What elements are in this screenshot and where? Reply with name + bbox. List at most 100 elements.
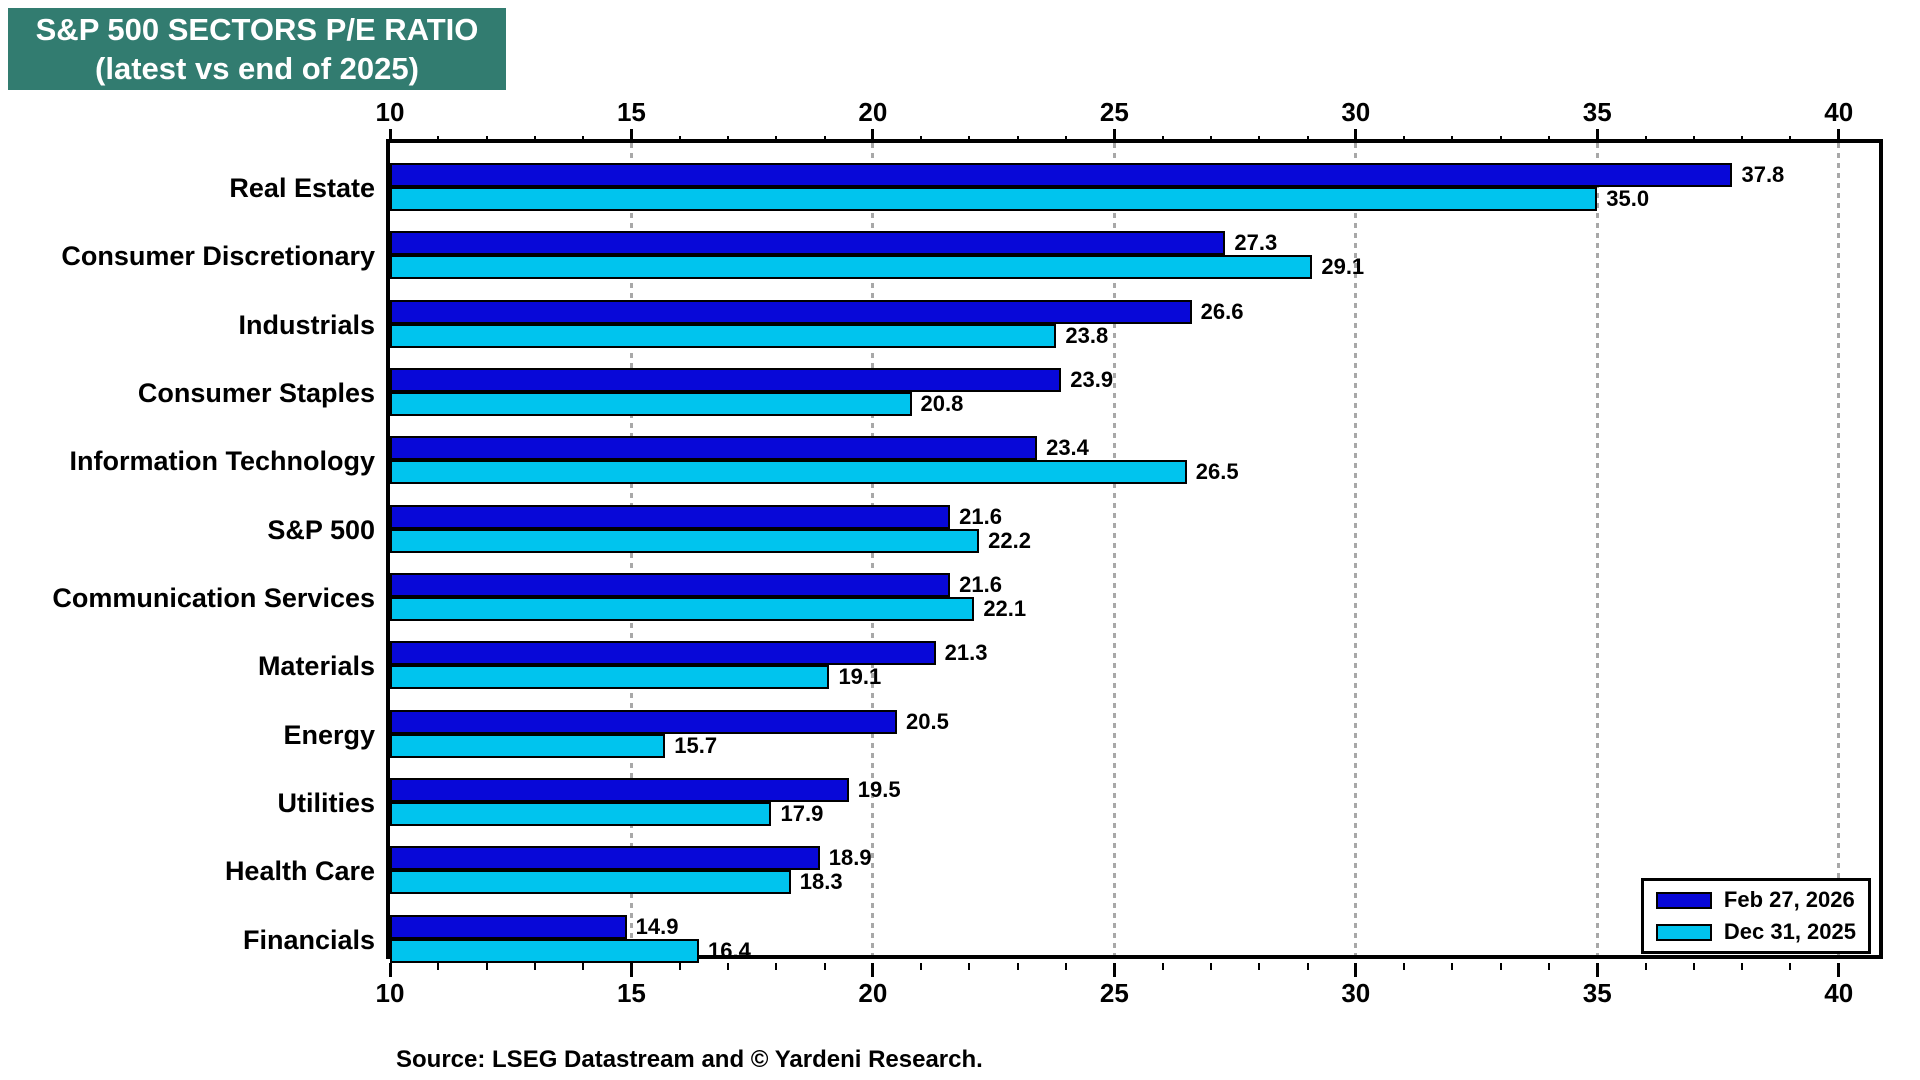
- legend-item: Dec 31, 2025: [1655, 919, 1856, 945]
- x-tick-label: 15: [616, 97, 646, 127]
- major-tick: [1837, 963, 1841, 977]
- minor-tick: [727, 963, 730, 970]
- bar-value-label: 23.4: [1046, 435, 1089, 461]
- bar: [390, 368, 1062, 392]
- bar-value-label: 17.9: [780, 801, 824, 826]
- minor-tick: [1161, 963, 1164, 970]
- category-label: Communication Services: [52, 583, 375, 613]
- category-label: Energy: [283, 719, 375, 750]
- major-tick: [871, 129, 875, 143]
- legend-item: Feb 27, 2026: [1655, 887, 1856, 913]
- bar: [390, 187, 1598, 211]
- bar-value-label: 22.2: [988, 527, 1031, 553]
- category-axis: Real Estate Consumer Discretionary Industr…: [0, 143, 375, 963]
- category-label: Consumer Discretionary: [61, 241, 375, 272]
- bar-value-label: 37.8: [1741, 162, 1785, 187]
- gridline: [1837, 143, 1841, 955]
- minor-tick: [920, 963, 923, 970]
- bar-value-label: 14.9: [635, 913, 679, 939]
- major-tick: [1595, 963, 1599, 977]
- legend-label: Feb 27, 2026: [1723, 887, 1855, 912]
- category-label: Materials: [257, 651, 375, 682]
- x-tick-label: 10: [375, 978, 405, 1008]
- x-axis-top: 10 15 20 25 30 35 40: [376, 0, 1887, 143]
- major-tick: [1354, 129, 1358, 143]
- bar: [390, 231, 1226, 256]
- x-tick-label: 30: [1341, 978, 1371, 1008]
- bar-value-label: 26.5: [1195, 459, 1239, 485]
- category-label: Real Estate: [229, 173, 375, 203]
- bar: [390, 665, 830, 690]
- minor-tick: [1065, 963, 1068, 970]
- bar: [390, 778, 849, 802]
- bar-value-label: 19.5: [857, 777, 901, 802]
- major-tick: [388, 963, 392, 977]
- minor-tick: [485, 963, 488, 970]
- minor-tick: [678, 963, 681, 970]
- bar-value-label: 20.5: [906, 708, 949, 734]
- bar: [390, 641, 936, 666]
- bar-value-label: 21.6: [959, 503, 1002, 529]
- bar: [390, 392, 912, 416]
- major-tick: [871, 963, 875, 977]
- minor-tick: [1547, 963, 1550, 970]
- bar-value-label: 35.0: [1606, 186, 1650, 211]
- x-tick-label: 30: [1341, 97, 1371, 127]
- minor-tick: [1789, 963, 1792, 970]
- minor-tick: [1499, 963, 1502, 970]
- major-tick: [629, 963, 633, 977]
- x-tick-label: 15: [616, 978, 646, 1008]
- minor-tick: [437, 963, 440, 970]
- x-tick-label: 25: [1099, 97, 1129, 127]
- minor-tick: [1451, 963, 1454, 970]
- bar-value-label: 16.4: [708, 937, 751, 963]
- legend-label: Dec 31, 2025: [1723, 919, 1856, 944]
- bar: [390, 436, 1038, 461]
- bar-value-label: 20.8: [920, 391, 964, 416]
- minor-tick: [1644, 963, 1647, 970]
- major-tick: [1595, 129, 1599, 143]
- bar-value-label: 26.6: [1200, 298, 1244, 324]
- bar-value-label: 19.1: [838, 664, 882, 690]
- minor-tick: [775, 963, 778, 970]
- x-tick-label: 40: [1824, 978, 1854, 1008]
- bar-value-label: 18.3: [799, 869, 843, 895]
- legend: Feb 27, 2026 Dec 31, 2025: [1640, 878, 1871, 954]
- x-tick-label: 20: [858, 978, 888, 1008]
- bar-value-label: 21.3: [944, 640, 988, 666]
- major-tick: [1354, 963, 1358, 977]
- x-tick-label: 35: [1582, 978, 1612, 1008]
- bar: [390, 709, 898, 734]
- legend-swatch: [1655, 891, 1712, 909]
- major-tick: [1837, 129, 1841, 143]
- x-tick-label: 20: [858, 97, 888, 127]
- minor-tick: [1403, 963, 1406, 970]
- major-tick: [388, 129, 392, 143]
- minor-tick: [533, 963, 536, 970]
- bar-value-label: 18.9: [828, 845, 872, 871]
- x-tick-label: 40: [1824, 97, 1854, 127]
- x-tick-label: 10: [375, 97, 405, 127]
- category-label: S&P 500: [267, 514, 375, 545]
- bar-value-label: 15.7: [674, 732, 718, 758]
- gridline: [1354, 143, 1358, 955]
- bar: [390, 914, 627, 939]
- category-label: Information Technology: [69, 446, 376, 477]
- source-note: Source: LSEG Datastream and © Yardeni Re…: [396, 1046, 983, 1073]
- chart-title: S&P 500 SECTORS P/E RATIO: [35, 12, 479, 47]
- bar: [390, 597, 975, 621]
- bar: [390, 299, 1192, 324]
- x-tick-label: 25: [1099, 978, 1129, 1008]
- bar: [390, 163, 1733, 187]
- minor-tick: [582, 963, 585, 970]
- legend-swatch: [1655, 923, 1712, 941]
- bar: [390, 938, 700, 963]
- chart-title-box: S&P 500 SECTORS P/E RATIO (latest vs end…: [8, 8, 506, 90]
- category-label: Financials: [242, 924, 375, 955]
- minor-tick: [823, 963, 826, 970]
- bar: [390, 573, 951, 597]
- minor-tick: [968, 963, 971, 970]
- gridline: [1112, 143, 1116, 955]
- minor-tick: [1258, 963, 1261, 970]
